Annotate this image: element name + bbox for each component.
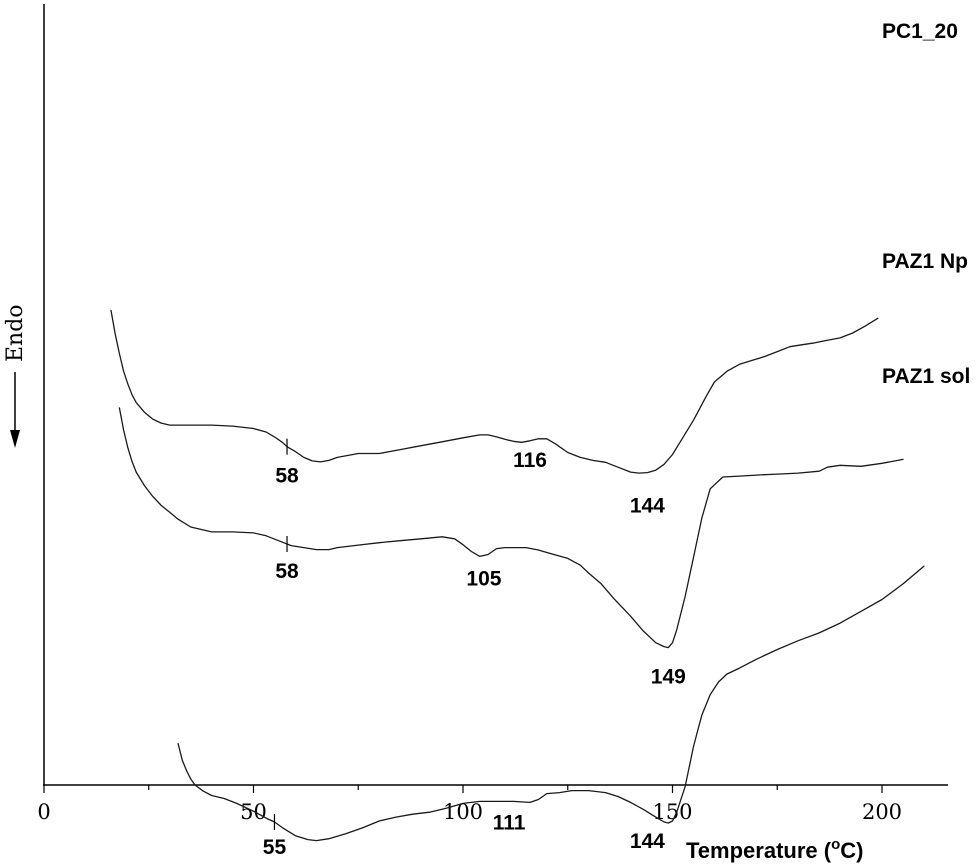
peak-label: 55 xyxy=(263,836,287,859)
x-tick-label: 200 xyxy=(862,800,902,824)
series-label: PC1_20 xyxy=(882,20,958,43)
plot-series xyxy=(110,309,925,842)
peak-label: 105 xyxy=(466,567,501,590)
x-axis-tick-labels: 0 50 100 150 200 xyxy=(37,800,902,824)
peak-label: 149 xyxy=(651,666,686,689)
series-line-pc1-20 xyxy=(110,309,879,474)
peak-label: 116 xyxy=(513,449,547,472)
x-tick-label: 50 xyxy=(240,800,267,824)
x-tick-label: 0 xyxy=(37,800,50,824)
series-labels: PC1_20 PAZ1 Np PAZ1 sol xyxy=(882,20,970,388)
peak-label: 111 xyxy=(493,811,526,834)
endo-arrow-icon xyxy=(10,430,20,448)
x-axis-ticks xyxy=(43,785,883,793)
series-line-paz1-np xyxy=(118,407,904,649)
series-line-paz1-sol xyxy=(177,565,925,842)
peak-label: 144 xyxy=(630,495,665,518)
y-axis-label: Endo xyxy=(3,304,28,362)
peak-label: 58 xyxy=(275,465,299,488)
y-axis-label-group: Endo xyxy=(3,304,28,448)
peak-label: 58 xyxy=(275,560,299,583)
series-label: PAZ1 sol xyxy=(882,365,970,388)
x-axis-label: Temperature (oC) xyxy=(686,836,863,863)
peak-annotations: 58 116 144 58 105 149 55 111 144 xyxy=(263,438,686,859)
series-label: PAZ1 Np xyxy=(882,250,968,273)
peak-label: 144 xyxy=(630,830,665,853)
